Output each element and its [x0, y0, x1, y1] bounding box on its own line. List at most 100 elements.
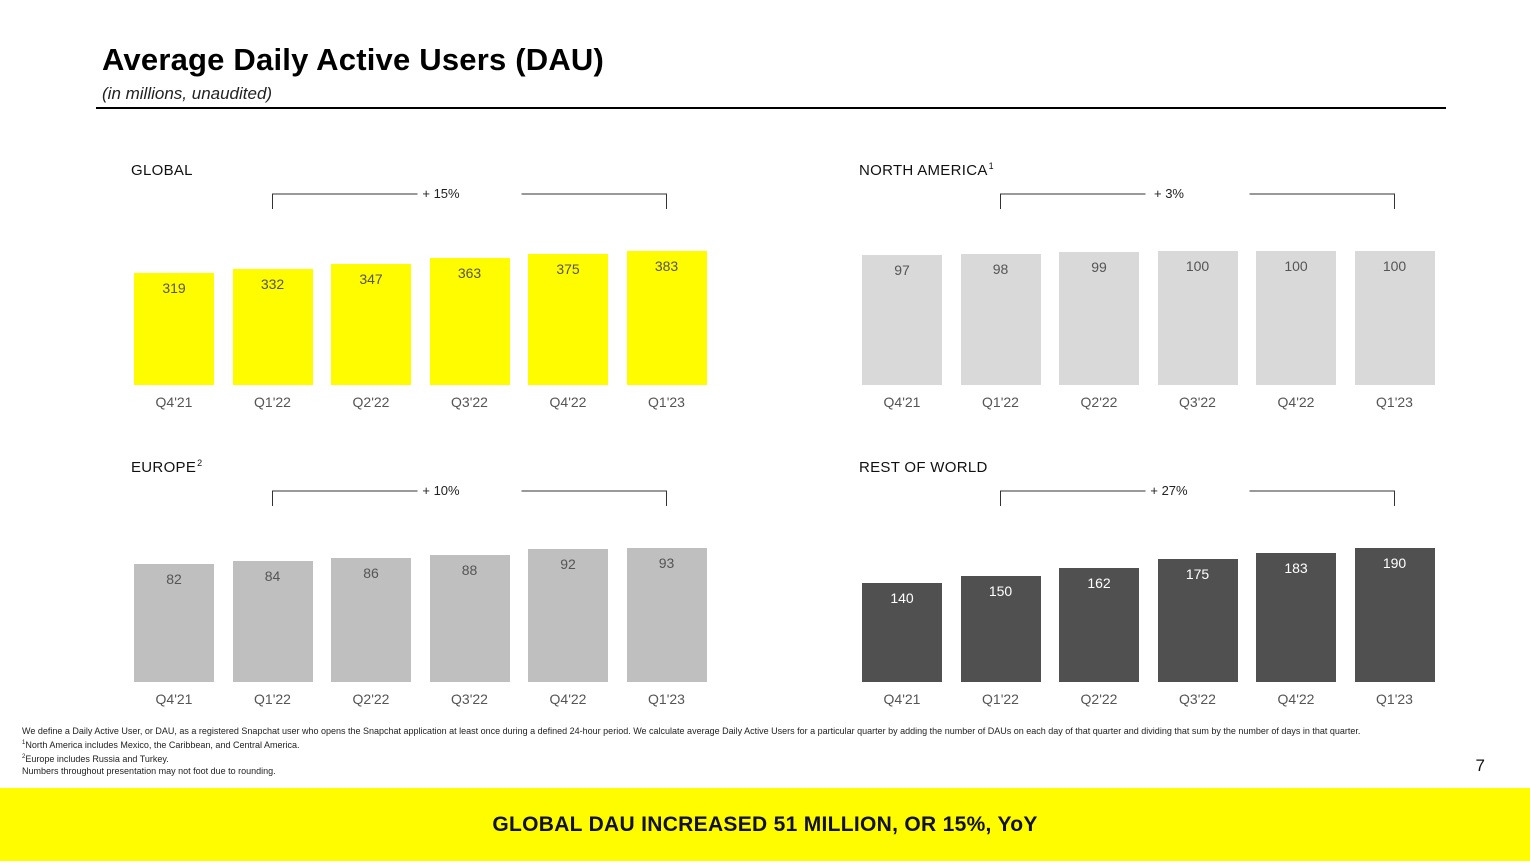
bar	[1059, 252, 1139, 385]
chart-title: NORTH AMERICA1	[859, 161, 994, 179]
tick-label: Q4'22	[1277, 691, 1315, 707]
data-label: 100	[1382, 258, 1407, 274]
tick-label: Q1'22	[982, 691, 1019, 707]
chart-title: EUROPE2	[131, 458, 203, 476]
data-label: 100	[1284, 258, 1308, 274]
rounding-note: Numbers throughout presentation may not …	[22, 766, 276, 776]
tick-label: Q2'22	[1080, 394, 1118, 410]
north-america-chart: NORTH AMERICA1 + 3% 97 Q4'21 98 Q1'22 99 Q2'2…	[859, 157, 1479, 417]
bar	[528, 549, 608, 682]
data-label: 190	[1382, 555, 1407, 571]
data-label: 92	[560, 556, 576, 573]
growth-bracket	[272, 193, 667, 209]
growth-label: + 15%	[422, 186, 460, 201]
bar	[429, 257, 510, 385]
tick-label: Q4'21	[883, 691, 921, 707]
data-label: 100	[1185, 258, 1210, 274]
data-label: 150	[988, 583, 1013, 600]
bar	[232, 268, 313, 385]
key-takeaway-banner: GLOBAL DAU INCREASED 51 MILLION, OR 15%,…	[0, 788, 1530, 861]
tick-label: Q2'22	[352, 394, 390, 410]
title-divider	[96, 107, 1446, 109]
page-subtitle: (in millions, unaudited)	[102, 84, 273, 103]
bar	[1256, 251, 1336, 385]
tick-label: Q2'22	[1080, 691, 1118, 707]
bar	[134, 273, 214, 385]
data-label: 383	[654, 258, 679, 274]
data-label: 332	[260, 275, 285, 292]
chart-title: REST OF WORLD	[859, 459, 988, 476]
bar	[331, 558, 411, 682]
bar	[1354, 548, 1435, 682]
tick-label: Q4'21	[155, 394, 193, 410]
data-label: 162	[1087, 574, 1111, 591]
tick-label: Q3'22	[1179, 394, 1216, 410]
data-label: 88	[461, 562, 478, 579]
bar	[1157, 558, 1238, 682]
data-label: 93	[658, 555, 675, 571]
tick-label: Q4'22	[549, 394, 587, 410]
data-label: 98	[992, 260, 1009, 277]
footnote-2: 2Europe includes Russia and Turkey.	[22, 754, 169, 764]
bar	[960, 576, 1041, 682]
global-chart: GLOBAL + 15% 319 Q4'21 332 Q1'22 347 Q2'22 363…	[131, 157, 751, 417]
footnote-1: 1North America includes Mexico, the Cari…	[22, 740, 300, 750]
bar	[1157, 251, 1238, 385]
growth-bracket-line	[272, 490, 667, 506]
data-label: 84	[264, 567, 281, 584]
growth-bracket-line	[272, 193, 667, 209]
bar	[1256, 552, 1336, 682]
data-label: 375	[556, 260, 580, 277]
data-label: 82	[166, 570, 182, 587]
growth-bracket-line	[1000, 193, 1395, 209]
growth-bracket	[1000, 193, 1395, 209]
tick-label: Q4'22	[549, 691, 587, 707]
page-number: 7	[1475, 756, 1485, 775]
data-label: 183	[1284, 559, 1308, 576]
tick-label: Q3'22	[451, 691, 488, 707]
bar	[862, 583, 942, 682]
tick-label: Q1'22	[982, 394, 1019, 410]
banner-text: GLOBAL DAU INCREASED 51 MILLION, OR 15%,…	[492, 812, 1038, 836]
bar	[1059, 567, 1139, 682]
bar	[626, 251, 707, 385]
growth-label: + 27%	[1150, 483, 1188, 498]
page-title: Average Daily Active Users (DAU)	[102, 42, 605, 77]
tick-label: Q1'23	[1376, 691, 1413, 707]
bar	[1354, 251, 1435, 385]
data-label: 99	[1091, 259, 1107, 276]
chart-title: GLOBAL	[131, 162, 193, 179]
data-label: 363	[457, 264, 482, 281]
data-label: 140	[890, 590, 914, 607]
bar	[429, 555, 510, 682]
bar	[331, 263, 411, 385]
tick-label: Q1'22	[254, 691, 291, 707]
rest-of-world-chart: REST OF WORLD + 27% 140 Q4'21 150 Q1'22 162 Q…	[859, 454, 1479, 714]
tick-label: Q3'22	[451, 394, 488, 410]
data-label: 319	[162, 280, 186, 297]
tick-label: Q4'21	[155, 691, 193, 707]
growth-bracket	[1000, 490, 1395, 506]
tick-label: Q1'23	[1376, 394, 1413, 410]
tick-label: Q4'21	[883, 394, 921, 410]
dau-definition: We define a Daily Active User, or DAU, a…	[22, 726, 1361, 736]
growth-label: + 10%	[422, 483, 460, 498]
tick-label: Q1'23	[648, 394, 685, 410]
bar	[960, 253, 1041, 385]
footnote-1-marker: 1	[22, 740, 26, 746]
tick-label: Q4'22	[1277, 394, 1315, 410]
bar	[626, 548, 707, 682]
europe-chart: EUROPE2 + 10% 82 Q4'21 84 Q1'22 86 Q2'22 88 Q3'…	[131, 454, 751, 714]
bar	[232, 560, 313, 682]
data-label: 86	[363, 565, 379, 582]
data-label: 175	[1185, 565, 1210, 582]
tick-label: Q1'22	[254, 394, 291, 410]
growth-bracket	[272, 490, 667, 506]
tick-label: Q1'23	[648, 691, 685, 707]
footnote-2-marker: 2	[22, 754, 26, 760]
data-label: 97	[894, 262, 910, 279]
bar	[134, 563, 214, 682]
bar	[528, 253, 608, 385]
tick-label: Q2'22	[352, 691, 390, 707]
footnotes: We define a Daily Active User, or DAU, a…	[22, 725, 1462, 777]
